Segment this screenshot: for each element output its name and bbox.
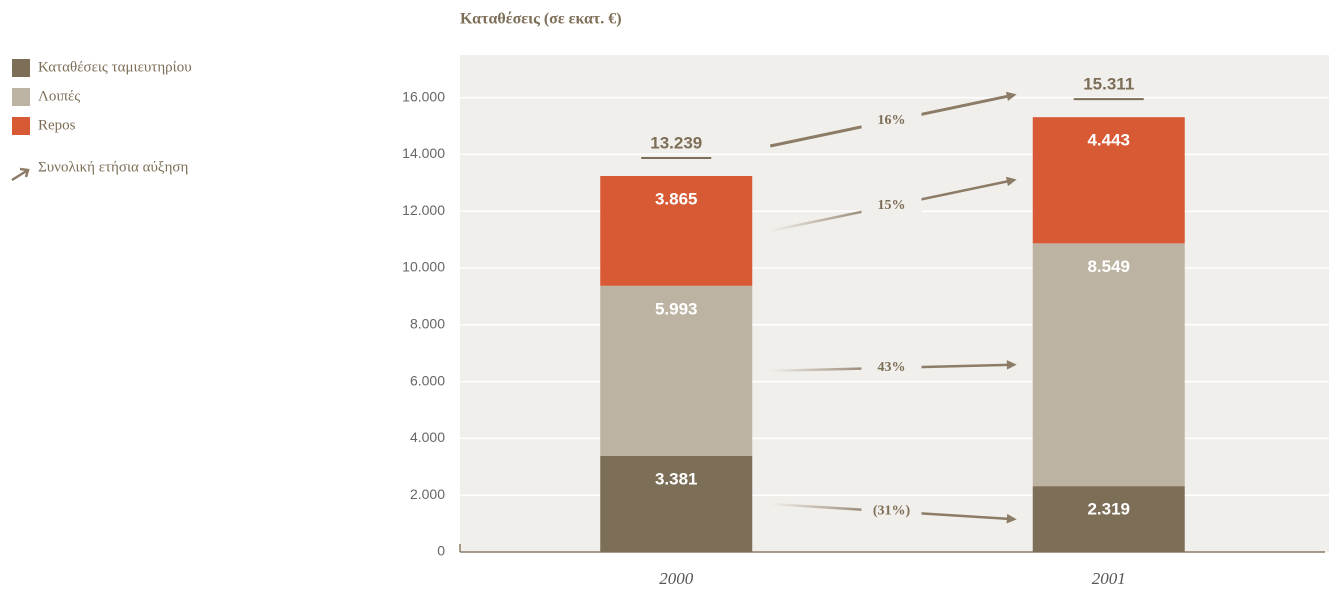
growth-label: 16% (878, 113, 906, 128)
growth-label-bg (861, 110, 922, 131)
growth-label-bg (861, 501, 922, 522)
growth-arrow-head (1006, 513, 1017, 524)
growth-arrow-head (1006, 360, 1017, 370)
legend-swatch (12, 117, 30, 135)
legend-label: Λοιπές (38, 88, 80, 104)
growth-label: 15% (878, 198, 906, 213)
growth-label: (31%) (873, 504, 911, 519)
y-tick-label: 14.000 (402, 145, 445, 161)
value-label: 5.993 (655, 299, 698, 318)
bar-segment (600, 176, 753, 286)
legend-label: Συνολική ετήσια αύξηση (38, 159, 189, 175)
bar-segment (1032, 486, 1185, 552)
growth-label-bg (861, 357, 922, 378)
legend-label: Καταθέσεις ταμιευτηρίου (38, 59, 192, 75)
value-label: 2.319 (1087, 500, 1130, 519)
y-tick-label: 6.000 (410, 372, 445, 388)
x-tick-label: 2001 (1092, 569, 1126, 588)
value-label: 3.381 (655, 469, 698, 488)
growth-arrow-head (1005, 91, 1017, 102)
chart-title: Καταθέσεις (σε εκατ. €) (460, 11, 622, 28)
legend: Συνολική ετήσια αύξηση (11, 159, 189, 182)
value-label: 4.443 (1087, 131, 1130, 150)
total-label: 15.311 (1083, 75, 1134, 94)
total-label: 13.239 (650, 133, 702, 152)
bar-segment (1032, 243, 1185, 487)
y-tick-label: 12.000 (402, 202, 445, 218)
y-tick-label: 4.000 (410, 429, 445, 445)
y-tick-label: 8.000 (410, 316, 445, 332)
y-tick-label: 16.000 (402, 88, 445, 104)
bar-segment (1032, 117, 1185, 244)
legend-swatch (12, 88, 30, 106)
growth-label-bg (861, 195, 922, 216)
legend-label: Repos (38, 117, 76, 133)
value-label: 3.865 (655, 189, 698, 208)
growth-arrow-head (1005, 176, 1017, 187)
x-tick-label: 2000 (659, 569, 694, 588)
y-tick-label: 0 (437, 543, 445, 559)
bar-segment (600, 285, 753, 456)
value-label: 8.549 (1087, 257, 1130, 276)
legend-arrow-icon (11, 167, 30, 182)
bar-segment (600, 455, 753, 552)
y-tick-label: 2.000 (410, 486, 445, 502)
growth-label: 43% (878, 360, 906, 375)
y-tick-label: 10.000 (402, 259, 445, 275)
legend-swatch (12, 59, 30, 77)
